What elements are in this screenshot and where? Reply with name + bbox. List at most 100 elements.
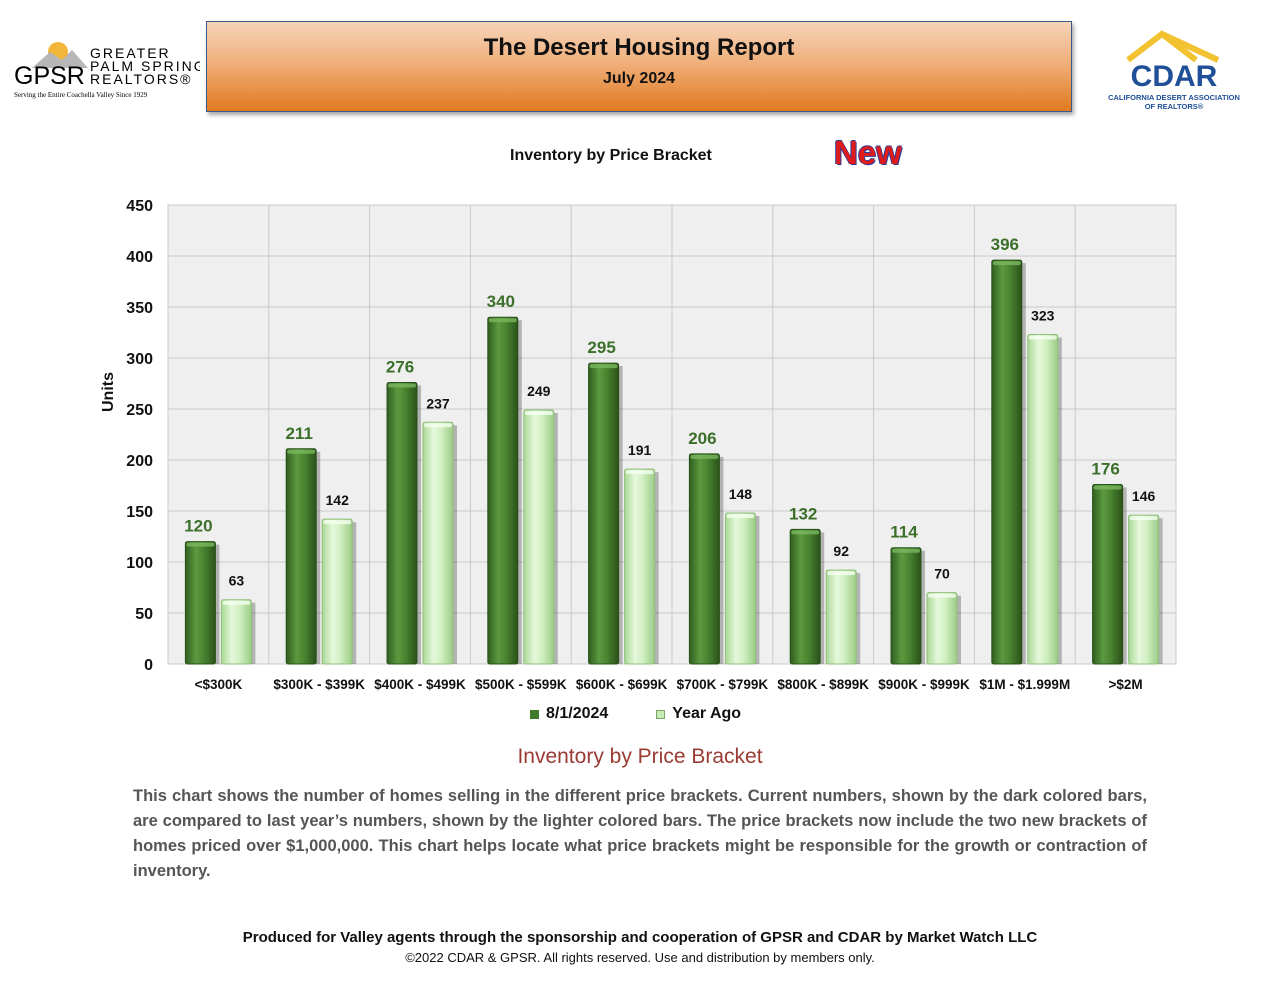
bars [184,259,1163,665]
data-label-year-ago: 237 [426,395,450,411]
bar-year-ago [321,518,353,665]
bar-current-cap [287,449,316,454]
y-tick-label: 50 [135,606,153,623]
legend-item-current: 8/1/2024 [530,705,608,723]
bar-current [890,547,922,665]
y-tick-label: 250 [126,402,153,419]
bar-current-cap [1093,485,1122,490]
y-axis-label: Units [100,372,117,412]
bar-year-ago [624,468,656,665]
data-label-year-ago: 146 [1132,488,1156,504]
house-roof-icon [1126,30,1220,63]
bar-year-ago [523,409,555,665]
x-tick-label: <$300K [195,677,243,692]
data-label-year-ago: 249 [527,383,551,399]
bar-current [1092,483,1124,665]
bar-current-cap [388,383,416,388]
x-tick-label: $700K - $799K [677,677,769,692]
y-tick-label: 350 [126,300,153,317]
x-tick-label: $600K - $699K [576,677,668,692]
bar-year-ago [724,512,756,665]
bar-current [184,541,216,665]
bar-year-ago [1128,514,1160,665]
data-label-year-ago: 92 [833,543,849,559]
data-label-current: 132 [789,504,817,523]
cdar-logo: CDAR CALIFORNIA DESERT ASSOCIATION OF RE… [1108,30,1240,111]
bar-current-cap [690,454,719,459]
sun-mountain-icon [32,42,88,68]
data-label-current: 340 [487,292,515,311]
bar-year-ago-cap [928,593,956,598]
bar-chart: 0 50 100 150 200 250 300 350 400 450 <$300K 120 63 $3… [100,198,1177,692]
chart-legend: 8/1/2024 Year Ago [530,705,789,723]
data-label-current: 120 [184,517,212,536]
legend-item-year-ago: Year Ago [656,705,741,723]
y-tick-label: 0 [144,657,153,674]
gpsr-letters: GPSR [14,62,85,90]
x-tick-label: $400K - $499K [374,677,466,692]
y-tick-label: 200 [126,453,153,470]
data-label-year-ago: 63 [229,573,245,589]
data-label-current: 114 [890,523,918,542]
new-badge: New [834,134,902,171]
y-tick-label: 100 [126,555,153,572]
bar-year-ago-cap [524,411,553,416]
x-tick-label: >$2M [1109,677,1143,692]
data-label-year-ago: 191 [628,442,652,458]
data-label-year-ago: 142 [326,492,350,508]
legend-label-current: 8/1/2024 [546,705,609,722]
bar-year-ago-cap [323,520,352,525]
cdar-name-line1: CALIFORNIA DESERT ASSOCIATION [1108,93,1240,102]
bar-current [588,362,620,665]
report-title: The Desert Housing Report [483,34,795,61]
cdar-letters: CDAR [1131,60,1218,93]
bar-year-ago [926,592,958,665]
y-tick-label: 300 [126,351,153,368]
bar-year-ago [1027,334,1059,665]
data-label-current: 295 [587,338,615,357]
bar-year-ago-cap [625,470,654,475]
chart-title: Inventory by Price Bracket [510,147,712,164]
y-tick-label: 400 [126,249,153,266]
bar-current-cap [892,548,920,553]
data-label-current: 396 [991,235,1019,254]
gpsr-name-line2: PALM SPRINGS [90,58,200,74]
bar-year-ago-cap [424,423,452,428]
x-tick-label: $900K - $999K [878,677,970,692]
legend-label-year-ago: Year Ago [672,705,742,722]
bar-current-cap [791,530,820,535]
bar-year-ago-cap [222,600,251,605]
data-label-current: 276 [386,357,414,376]
data-label-year-ago: 323 [1031,308,1055,324]
chart-description: This chart shows the number of homes sel… [133,787,1147,880]
gpsr-name-line3: REALTORS® [90,71,193,87]
report-period: July 2024 [602,70,676,87]
y-tick-label: 450 [126,198,153,215]
bar-current [487,316,519,665]
gpsr-name-line1: GREATER [90,45,171,61]
legend-swatch-year-ago [656,709,666,719]
data-label-year-ago: 70 [934,566,950,582]
bar-current [991,259,1023,665]
cdar-name-line2: OF REALTORS® [1145,102,1204,111]
data-label-current: 206 [688,429,716,448]
bar-current-cap [186,542,215,547]
bar-year-ago-cap [726,514,755,519]
bar-current [285,448,317,665]
bar-current [688,453,720,665]
bar-year-ago-cap [1028,335,1057,340]
labels: 0 50 100 150 200 250 300 350 400 450 <$300K 120 63 $3… [126,198,1155,692]
gpsr-logo: GPSR GREATER PALM SPRINGS REALTORS® Serv… [14,42,200,99]
section-title: Inventory by Price Bracket [517,745,763,768]
x-tick-label: $1M - $1.999M [979,677,1070,692]
bar-current-cap [589,364,618,369]
bar-year-ago [220,599,252,665]
bar-year-ago-cap [1129,516,1158,521]
bar-year-ago-cap [827,571,856,576]
bar-current-cap [992,261,1021,266]
bar-current [386,381,418,665]
bar-year-ago [422,421,454,665]
bar-year-ago [825,569,857,665]
x-tick-label: $500K - $599K [475,677,567,692]
bar-current [789,528,821,665]
